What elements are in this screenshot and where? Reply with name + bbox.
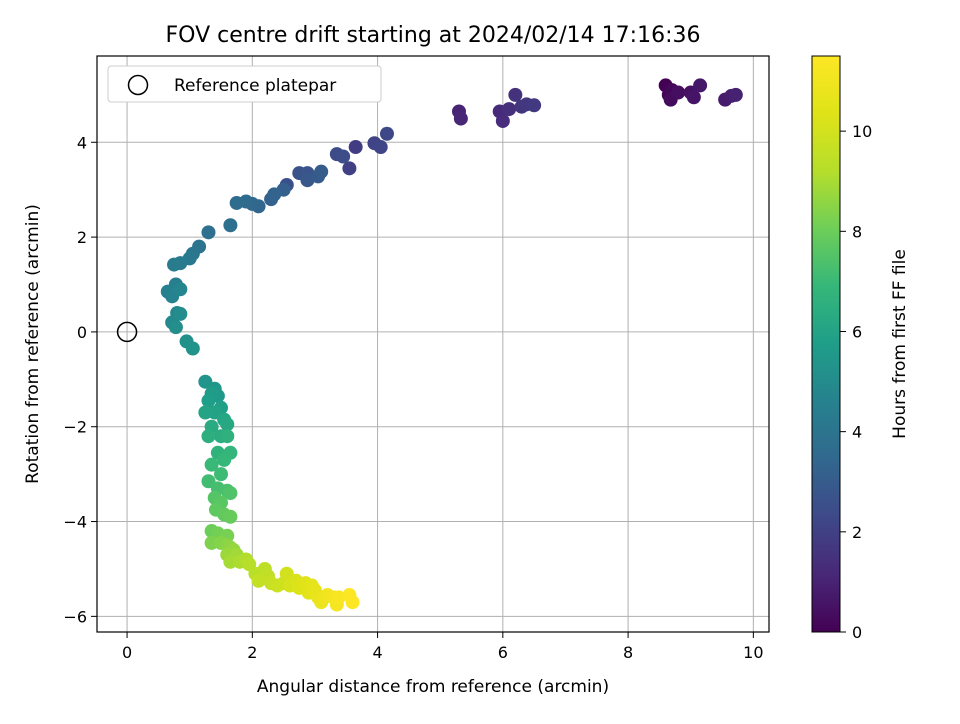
colorbar-ticks: 0 2 4 6 8 10 [840,122,872,642]
reference-platepar-marker [116,321,138,343]
data-point [173,282,188,297]
x-tick-label: 2 [247,643,257,662]
data-point [686,90,701,105]
data-point [495,113,510,128]
data-point [223,218,238,233]
data-point [342,161,357,176]
colorbar: 0 2 4 6 8 10 Hours from first FF file [811,55,910,642]
data-point [201,225,216,240]
y-tick-label: 2 [77,228,87,247]
data-point [345,595,360,610]
legend: Reference platepar [107,65,382,103]
data-point [348,140,363,155]
x-tick-label: 8 [623,643,633,662]
y-tick-label: −2 [63,418,87,437]
y-tick-label: 0 [77,323,87,342]
x-tick-label: 10 [743,643,763,662]
data-point [185,341,200,356]
data-point [336,149,351,164]
legend-marker-icon [127,74,149,96]
colorbar-tick-label: 4 [852,423,862,442]
colorbar-tick-label: 10 [852,122,872,141]
colorbar-tick-label: 0 [852,623,862,642]
data-point [671,85,686,100]
legend-box [107,65,382,103]
colorbar-tick-label: 2 [852,523,862,542]
legend-entry-reference-platepar: Reference platepar [174,76,336,96]
data-point [300,173,315,188]
data-point [201,429,216,444]
x-axis-ticks: 0 2 4 6 8 10 [122,632,764,662]
y-tick-label: 4 [77,133,87,152]
data-point [527,98,542,113]
chart-title: FOV centre drift starting at 2024/02/14 … [166,23,701,48]
data-point [267,187,282,202]
colorbar-label: Hours from first FF file [890,249,910,439]
data-point [229,195,244,210]
plot-frame [96,55,770,633]
colorbar-tick-label: 6 [852,322,862,341]
data-point [168,320,183,335]
data-point [251,573,266,588]
data-point [331,590,346,605]
colorbar-gradient [811,55,841,633]
data-point [453,111,468,126]
y-axis-label: Rotation from reference (arcmin) [23,204,43,484]
data-point [201,393,216,408]
data-point [728,87,743,102]
data-point [220,417,235,432]
data-point [379,126,394,141]
data-point [693,78,708,93]
data-point [508,87,523,102]
data-points [160,78,743,612]
data-point [204,457,219,472]
data-point [198,405,213,420]
x-axis-label: Angular distance from reference (arcmin) [257,677,609,697]
x-tick-label: 4 [372,643,382,662]
y-tick-label: −4 [63,513,87,532]
x-tick-label: 0 [122,643,132,662]
data-point [373,140,388,155]
data-point [220,429,235,444]
x-tick-label: 6 [498,643,508,662]
colorbar-tick-label: 8 [852,222,862,241]
data-point [214,467,229,482]
data-point [173,306,188,321]
y-axis-ticks: −6 −4 −2 0 2 4 [63,133,97,626]
data-point [223,509,238,524]
data-point [502,102,517,117]
data-point [314,164,329,179]
data-point [223,486,238,501]
data-point [167,257,182,272]
data-point [217,452,232,467]
y-tick-label: −6 [63,607,87,626]
